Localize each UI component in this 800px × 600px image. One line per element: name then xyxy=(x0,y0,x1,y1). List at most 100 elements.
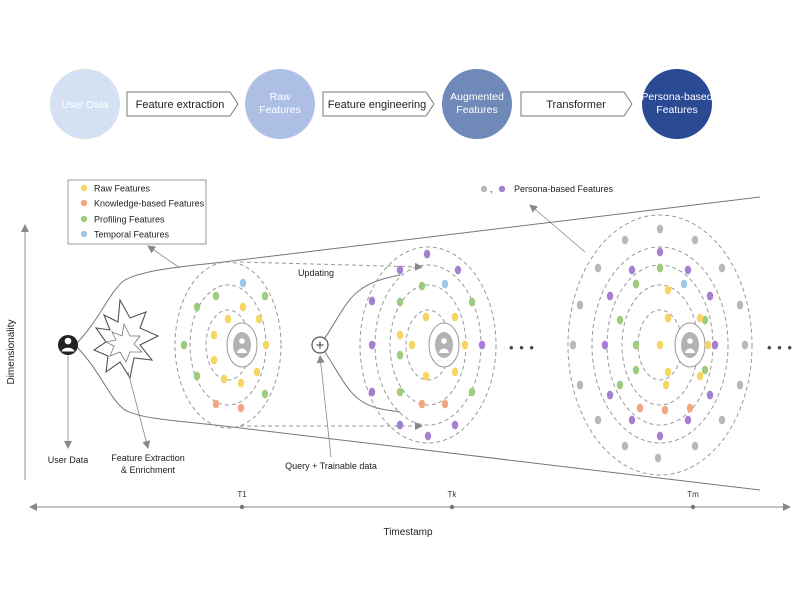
persona-swatch-purple xyxy=(498,185,506,193)
feature-dot xyxy=(253,367,261,377)
feature-dot xyxy=(396,297,404,307)
feature-dot xyxy=(212,291,220,301)
feature-dot xyxy=(656,224,664,234)
feature-dot xyxy=(654,453,662,463)
feature-dot xyxy=(686,403,694,413)
feature-dot xyxy=(261,389,269,399)
feature-dot xyxy=(451,420,459,430)
feature-dot xyxy=(691,441,699,451)
feature-dot xyxy=(576,300,584,310)
legend-swatch-knowledge xyxy=(80,199,88,207)
feature-dot xyxy=(422,312,430,322)
pipeline-node-label: Augmented xyxy=(450,91,504,103)
feature-dot xyxy=(601,340,609,350)
feature-dot xyxy=(237,378,245,388)
cluster-tk xyxy=(359,246,497,444)
feature-dot xyxy=(664,285,672,295)
pipeline-node-augmented-features: Augmented Features xyxy=(442,69,512,139)
query-magnifier-icon xyxy=(311,336,329,354)
feature-dot xyxy=(368,387,376,397)
feature-dot xyxy=(468,297,476,307)
feature-dot xyxy=(656,340,664,350)
feature-dot xyxy=(704,340,712,350)
feature-dot xyxy=(696,371,704,381)
feature-dot xyxy=(424,431,432,441)
legend-swatch-profiling xyxy=(80,215,88,223)
feature-dot xyxy=(662,380,670,390)
feature-dot xyxy=(616,315,624,325)
feature-dot xyxy=(576,380,584,390)
feature-dot xyxy=(368,340,376,350)
pipeline-node-label: Features xyxy=(656,104,697,116)
feature-dot xyxy=(706,291,714,301)
funnel-envelope xyxy=(74,196,761,491)
feature-dot xyxy=(239,302,247,312)
feature-dot xyxy=(212,399,220,409)
feature-dot xyxy=(396,330,404,340)
pipeline-node-label: Persona-based xyxy=(641,91,712,103)
pipeline-node-user-data: User Data xyxy=(50,69,120,139)
pipeline-node-persona-features: Persona-based Features xyxy=(641,69,713,139)
cluster-avatar-icon xyxy=(226,322,258,368)
feature-dot xyxy=(451,367,459,377)
feature-dot xyxy=(628,415,636,425)
x-axis: T1 Tk Tm Timestamp xyxy=(29,490,791,538)
feature-dot xyxy=(261,291,269,301)
feature-dot xyxy=(711,340,719,350)
feature-dot xyxy=(396,387,404,397)
feature-dot xyxy=(701,365,709,375)
feature-dot xyxy=(193,302,201,312)
feature-dot xyxy=(396,265,404,275)
feature-dot xyxy=(408,340,416,350)
legend-label: Temporal Features xyxy=(94,230,170,240)
pipeline-node-label: Features xyxy=(456,104,497,116)
tick-label: Tm xyxy=(687,490,699,499)
feature-dot xyxy=(478,340,486,350)
cluster-avatar-icon xyxy=(428,322,460,368)
feature-dots xyxy=(180,224,749,463)
persona-legend-label: Persona-based Features xyxy=(514,184,614,194)
feature-dot xyxy=(706,390,714,400)
feature-dot xyxy=(718,415,726,425)
extraction-pointer xyxy=(127,371,151,449)
pipeline-step-transformer: Transformer xyxy=(520,91,633,117)
feature-dot xyxy=(220,374,228,384)
persona-legend: , Persona-based Features xyxy=(480,184,614,194)
feature-dot xyxy=(621,235,629,245)
persona-swatch-gray xyxy=(480,185,488,193)
feature-dot xyxy=(594,415,602,425)
feature-dot xyxy=(255,314,263,324)
legend-swatch-temporal xyxy=(80,230,88,238)
feature-dot xyxy=(441,399,449,409)
feature-dot xyxy=(461,340,469,350)
pipeline: User Data Feature extraction Raw Feature… xyxy=(50,69,713,139)
step-label: Transformer xyxy=(546,99,606,111)
feature-dot xyxy=(239,278,247,288)
feature-dot xyxy=(468,387,476,397)
feature-dot xyxy=(237,403,245,413)
feature-dot xyxy=(594,263,602,273)
extraction-label: Feature Extraction xyxy=(111,453,185,463)
feature-dot xyxy=(696,313,704,323)
feature-dot xyxy=(718,263,726,273)
feature-dot xyxy=(569,340,577,350)
pipeline-node-label: Features xyxy=(259,104,300,116)
feature-dot xyxy=(454,265,462,275)
step-label: Feature engineering xyxy=(328,99,426,111)
legend-label: Raw Features xyxy=(94,184,151,194)
feature-dot xyxy=(656,247,664,257)
updating-label: Updating xyxy=(298,268,334,278)
legend-pointer xyxy=(147,245,181,269)
tick-label: Tk xyxy=(448,490,458,499)
feature-dot xyxy=(606,291,614,301)
feature-dot xyxy=(423,249,431,259)
cluster-avatar-icon xyxy=(674,322,706,368)
user-data-label: User Data xyxy=(48,455,89,465)
feature-dot xyxy=(701,315,709,325)
pipeline-step-feature-extraction: Feature extraction xyxy=(126,91,239,117)
feature-dot xyxy=(451,312,459,322)
legend-label: Profiling Features xyxy=(94,215,165,225)
step-label: Feature extraction xyxy=(136,99,225,111)
updating-arrows xyxy=(239,261,423,430)
